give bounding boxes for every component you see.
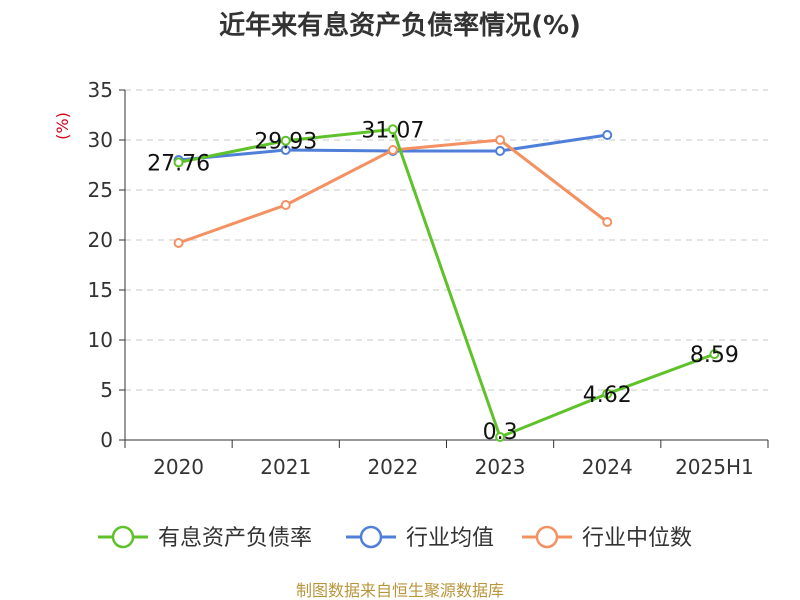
- data-label: 27.76: [147, 151, 210, 176]
- data-label: 4.62: [583, 383, 632, 408]
- data-point: [280, 200, 291, 210]
- data-point: [173, 157, 184, 168]
- y-tick-label: 20: [88, 228, 113, 252]
- x-tick-label: 2025H1: [675, 455, 754, 479]
- x-tick-label: 2021: [260, 455, 311, 479]
- series-lines: [173, 124, 720, 442]
- x-tick-label: 2020: [153, 455, 204, 479]
- legend-item: 有息资产负债率: [98, 525, 312, 551]
- source-note: 制图数据来自恒生聚源数据库: [296, 581, 504, 600]
- y-tick-label: 15: [88, 278, 113, 302]
- data-point: [387, 124, 398, 135]
- legend-swatch-marker: [535, 525, 559, 549]
- legend-label: 行业均值: [406, 526, 494, 551]
- legend-item: 行业均值: [346, 525, 494, 551]
- y-tick-label: 10: [88, 328, 113, 352]
- chart-title: 近年来有息资产负债率情况(%): [219, 10, 581, 41]
- legend-swatch-marker: [111, 525, 135, 549]
- data-point: [280, 145, 291, 155]
- y-tick-label: 25: [88, 178, 113, 202]
- data-label: 0.3: [483, 420, 518, 445]
- axes: 0 5 10 15 20 25 30 35 2020 2021 2022 2023 2024 2025H1: [88, 78, 769, 479]
- x-tick-label: 2024: [582, 455, 633, 479]
- y-axis-label: (%): [53, 112, 72, 140]
- legend: 有息资产负债率 行业均值 行业中位数: [98, 525, 692, 551]
- y-tick-label: 30: [88, 128, 113, 152]
- data-point: [709, 349, 720, 360]
- x-tick-label: 2022: [367, 455, 418, 479]
- legend-label: 行业中位数: [582, 526, 692, 551]
- data-point: [602, 130, 613, 140]
- legend-item: 行业中位数: [522, 525, 692, 551]
- data-point: [602, 217, 613, 227]
- legend-swatch-marker: [359, 525, 383, 549]
- data-point: [173, 238, 184, 248]
- data-labels: 27.76 29.93 31.07 0.3 4.62 8.59: [147, 118, 739, 445]
- data-point: [495, 135, 506, 145]
- gridlines: [125, 89, 768, 391]
- data-point: [280, 135, 291, 146]
- legend-label: 有息资产负债率: [158, 526, 312, 551]
- data-point: [387, 145, 398, 155]
- series-line-0: [178, 127, 715, 439]
- y-tick-label: 35: [88, 78, 113, 102]
- data-point: [495, 432, 506, 442]
- data-point: [602, 388, 613, 399]
- data-label: 31.07: [361, 118, 424, 143]
- data-label: 8.59: [690, 343, 739, 368]
- data-point: [495, 146, 506, 156]
- data-label: 29.93: [254, 130, 317, 155]
- x-tick-label: 2023: [475, 455, 526, 479]
- y-tick-label: 5: [100, 378, 113, 402]
- y-tick-label: 0: [100, 428, 113, 452]
